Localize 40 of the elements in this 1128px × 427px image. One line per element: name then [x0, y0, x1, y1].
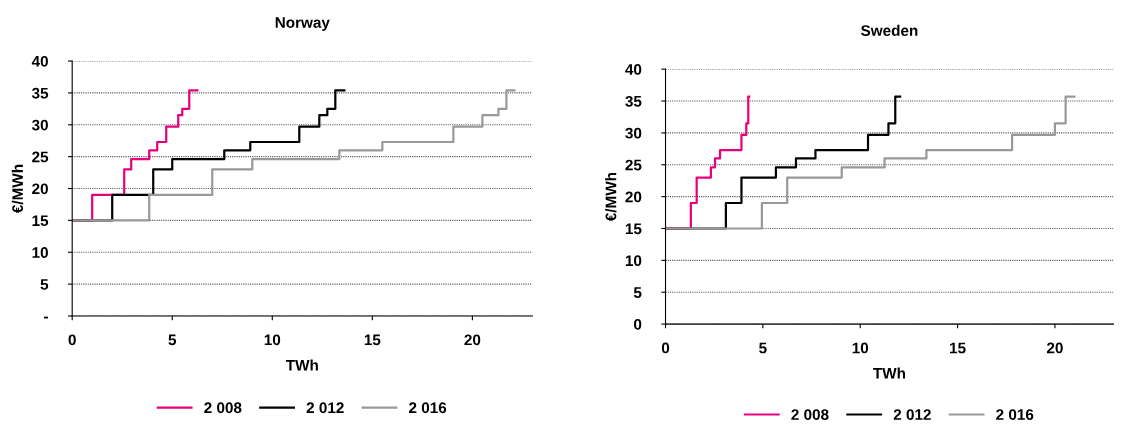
y-tick-label: 10	[32, 247, 48, 258]
y-tick-label: 35	[625, 95, 642, 107]
x-tick-label: 0	[661, 342, 670, 354]
y-tick-label: 20	[32, 183, 48, 195]
y-tick-label: 5	[40, 279, 49, 290]
legend-label: 2 008	[791, 409, 829, 420]
legend-label: 2 008	[204, 402, 242, 414]
x-tick-label: 20	[1046, 342, 1063, 354]
y-tick-label: 25	[625, 159, 642, 171]
x-tick-label: 15	[950, 342, 966, 354]
x-tick-label: 0	[68, 334, 76, 346]
x-axis-title: TWh	[285, 359, 318, 371]
y-tick-label: 30	[625, 127, 642, 139]
y-axis-title: €/MWh	[11, 164, 24, 214]
y-tick-label: 40	[31, 55, 48, 67]
y-tick-label: 15	[625, 223, 642, 235]
legend-label: 2 012	[893, 409, 931, 420]
y-tick-label: 15	[32, 215, 49, 227]
chart-title: Norway	[275, 17, 330, 31]
y-tick-label: 25	[32, 151, 49, 163]
y-tick-label: 10	[625, 255, 642, 267]
x-tick-label: 15	[364, 334, 381, 346]
legend-label: 2 012	[306, 402, 344, 414]
y-tick-label: 40	[625, 64, 642, 75]
y-axis-title: €/MWh	[605, 172, 617, 222]
x-tick-label: 5	[168, 334, 177, 346]
y-tick-label: -	[44, 316, 48, 319]
legend-label: 2 016	[409, 402, 447, 414]
x-axis-title: TWh	[873, 367, 906, 379]
y-tick-label: 30	[31, 119, 48, 131]
x-tick-label: 5	[759, 342, 767, 354]
legend-label: 2 016	[996, 409, 1034, 420]
y-tick-label: 0	[634, 318, 642, 330]
x-tick-label: 10	[852, 342, 869, 354]
x-tick-label: 10	[264, 334, 281, 346]
x-tick-label: 20	[464, 334, 481, 346]
y-tick-label: 5	[633, 287, 642, 298]
y-tick-label: 35	[31, 87, 49, 99]
y-tick-label: 20	[625, 191, 642, 203]
chart-title: Sweden	[861, 24, 918, 36]
